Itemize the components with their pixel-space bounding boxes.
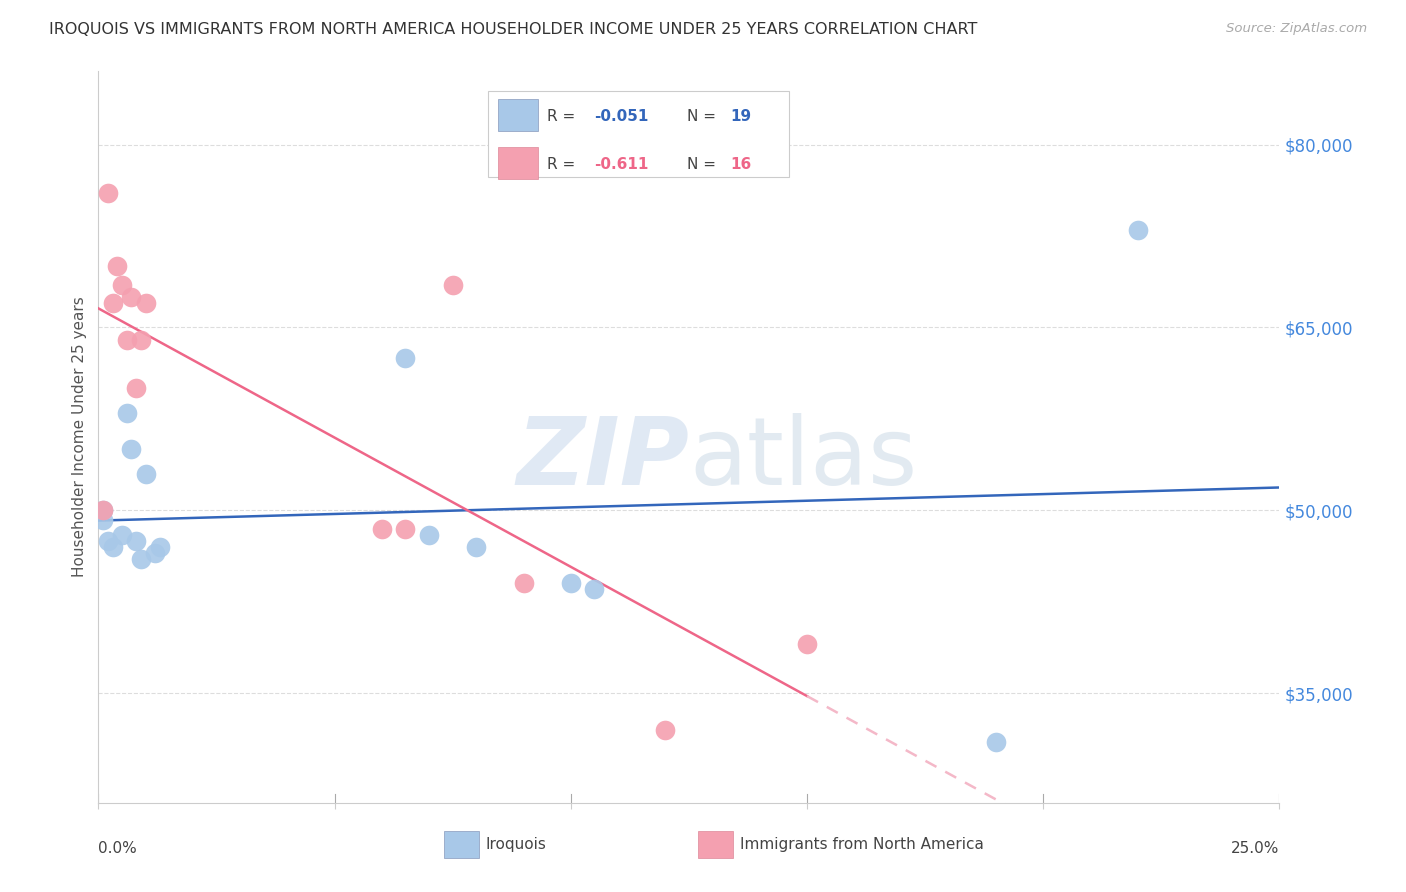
FancyBboxPatch shape — [498, 99, 537, 131]
Point — [143, 546, 166, 560]
Point — [91, 513, 114, 527]
Text: Iroquois: Iroquois — [486, 837, 547, 852]
Point — [101, 540, 124, 554]
Point — [984, 735, 1007, 749]
Point — [796, 637, 818, 651]
Text: 16: 16 — [730, 157, 752, 172]
Point — [394, 521, 416, 535]
Point — [129, 552, 152, 566]
Point — [125, 381, 148, 395]
Text: R =: R = — [547, 157, 581, 172]
Point — [1126, 223, 1149, 237]
Point — [560, 576, 582, 591]
Text: -0.051: -0.051 — [595, 109, 648, 124]
Point — [583, 582, 606, 597]
Point — [135, 467, 157, 481]
Point — [91, 503, 114, 517]
Point — [111, 277, 134, 292]
Text: 0.0%: 0.0% — [98, 841, 138, 856]
Point — [91, 503, 114, 517]
Text: IROQUOIS VS IMMIGRANTS FROM NORTH AMERICA HOUSEHOLDER INCOME UNDER 25 YEARS CORR: IROQUOIS VS IMMIGRANTS FROM NORTH AMERIC… — [49, 22, 977, 37]
Point — [135, 296, 157, 310]
Y-axis label: Householder Income Under 25 years: Householder Income Under 25 years — [72, 297, 87, 577]
Point — [97, 186, 120, 201]
Point — [115, 333, 138, 347]
Point — [105, 260, 128, 274]
Text: 19: 19 — [730, 109, 751, 124]
Text: N =: N = — [686, 109, 720, 124]
Point — [121, 290, 143, 304]
FancyBboxPatch shape — [488, 91, 789, 178]
Text: N =: N = — [686, 157, 720, 172]
Point — [654, 723, 676, 737]
Point — [441, 277, 464, 292]
FancyBboxPatch shape — [444, 831, 478, 858]
FancyBboxPatch shape — [699, 831, 733, 858]
Point — [394, 351, 416, 365]
Text: Immigrants from North America: Immigrants from North America — [740, 837, 984, 852]
Point — [465, 540, 488, 554]
Point — [125, 533, 148, 548]
Text: 25.0%: 25.0% — [1232, 841, 1279, 856]
Point — [129, 333, 152, 347]
Point — [121, 442, 143, 457]
Point — [97, 533, 120, 548]
Point — [512, 576, 534, 591]
Text: ZIP: ZIP — [516, 413, 689, 505]
Text: R =: R = — [547, 109, 581, 124]
Text: atlas: atlas — [689, 413, 917, 505]
FancyBboxPatch shape — [498, 146, 537, 179]
Text: -0.611: -0.611 — [595, 157, 648, 172]
Point — [418, 527, 440, 541]
Point — [111, 527, 134, 541]
Point — [101, 296, 124, 310]
Point — [115, 406, 138, 420]
Text: Source: ZipAtlas.com: Source: ZipAtlas.com — [1226, 22, 1367, 36]
Point — [371, 521, 394, 535]
Point — [149, 540, 172, 554]
